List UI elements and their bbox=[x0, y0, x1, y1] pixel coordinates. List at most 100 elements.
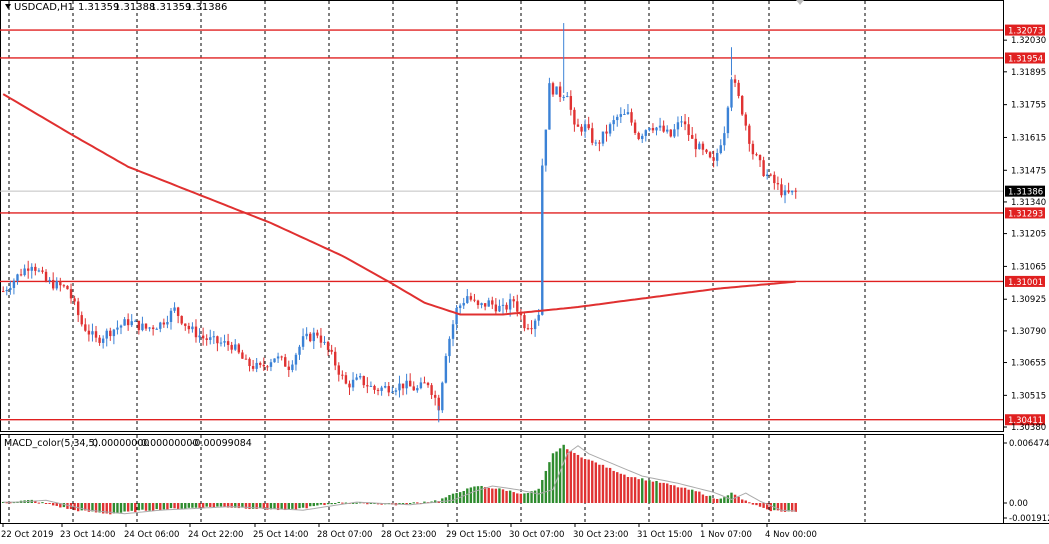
candle-body bbox=[708, 152, 712, 158]
candle-body bbox=[198, 335, 201, 338]
macd-bar bbox=[658, 482, 662, 503]
macd-bar bbox=[637, 479, 640, 503]
macd-bar bbox=[312, 503, 315, 507]
candle-body bbox=[651, 127, 655, 131]
level-price-tag bbox=[1005, 414, 1045, 426]
candle-body bbox=[326, 341, 330, 350]
level-price-label: 1.32073 bbox=[1008, 27, 1043, 37]
candle-body bbox=[351, 379, 355, 388]
candle-body bbox=[255, 362, 258, 369]
macd-bar bbox=[37, 502, 41, 504]
macd-bar bbox=[558, 448, 562, 503]
macd-bar bbox=[259, 503, 262, 508]
scroll-marker-icon[interactable] bbox=[796, 0, 804, 5]
macd-bar bbox=[155, 503, 158, 510]
macd-bar bbox=[641, 478, 644, 503]
macd-bar bbox=[398, 503, 401, 505]
level-price-label: 1.31293 bbox=[1008, 209, 1043, 219]
price-tick-label: 1.31205 bbox=[1011, 230, 1046, 240]
macd-bar bbox=[487, 487, 490, 503]
candle-body bbox=[12, 280, 16, 288]
candle-body bbox=[362, 376, 365, 386]
candle-body bbox=[430, 385, 433, 395]
candle-body bbox=[423, 382, 426, 384]
level-price-tag bbox=[1005, 275, 1045, 287]
candle-body bbox=[719, 145, 722, 154]
candle-body bbox=[558, 86, 562, 97]
macd-signal-line bbox=[3, 445, 796, 515]
candle-body bbox=[573, 109, 576, 125]
macd-bar bbox=[498, 488, 501, 503]
time-label: 24 Oct 06:00 bbox=[124, 530, 179, 540]
candle-body bbox=[87, 330, 91, 335]
moving-average-line bbox=[2, 93, 796, 316]
macd-bar bbox=[144, 503, 148, 511]
macd-bar bbox=[223, 503, 226, 507]
macd-bar bbox=[134, 503, 137, 513]
candle-body bbox=[348, 383, 351, 388]
candle-body bbox=[251, 366, 255, 369]
macd-bar bbox=[701, 494, 705, 503]
macd-bar bbox=[373, 503, 376, 504]
candle-body bbox=[662, 125, 665, 132]
candle-body bbox=[123, 319, 126, 326]
macd-bar bbox=[98, 503, 101, 513]
price-tick-label: 1.30790 bbox=[1011, 327, 1046, 337]
macd-bar bbox=[723, 497, 726, 503]
ohlc-open: 1.31359 bbox=[78, 2, 119, 13]
macd-bar bbox=[555, 451, 558, 503]
macd-bar bbox=[469, 487, 473, 503]
macd-bar bbox=[62, 503, 66, 508]
macd-bar bbox=[648, 480, 651, 503]
macd-bar bbox=[137, 503, 141, 511]
candle-body bbox=[383, 386, 387, 388]
candle-body bbox=[366, 385, 369, 387]
candle-body bbox=[526, 328, 530, 330]
candle-body bbox=[562, 96, 565, 98]
macd-bar bbox=[119, 503, 123, 513]
dropdown-arrow-icon[interactable] bbox=[5, 4, 11, 9]
candle-body bbox=[580, 126, 583, 132]
price-tick-label: 1.32030 bbox=[1011, 36, 1046, 46]
candle-body bbox=[462, 302, 465, 306]
candle-body bbox=[648, 127, 651, 131]
candle-body bbox=[576, 124, 580, 127]
macd-bar bbox=[51, 503, 55, 506]
macd-bar bbox=[748, 502, 751, 504]
candle-body bbox=[726, 107, 730, 134]
candle-body bbox=[494, 304, 498, 312]
time-label: 24 Oct 22:00 bbox=[188, 530, 243, 540]
level-price-label: 1.31001 bbox=[1008, 278, 1043, 288]
candle-body bbox=[223, 341, 226, 343]
candle-body bbox=[151, 327, 155, 330]
candle-body bbox=[566, 96, 569, 98]
candle-body bbox=[691, 135, 694, 139]
time-label: 31 Oct 15:00 bbox=[637, 530, 692, 540]
macd-bar bbox=[319, 503, 323, 505]
candles bbox=[2, 23, 797, 423]
macd-bar bbox=[316, 503, 319, 506]
macd-bar bbox=[266, 503, 269, 510]
macd-bar bbox=[787, 503, 790, 512]
candle-body bbox=[769, 174, 772, 176]
macd-bar bbox=[712, 498, 715, 503]
level-lines[interactable]: 1.32073 1.31954 1.31293 1.31001 1.30411 1.313… bbox=[0, 24, 1045, 427]
candle-body bbox=[626, 112, 630, 115]
macd-bar bbox=[480, 485, 483, 503]
candle-body bbox=[787, 190, 790, 193]
macd-bar bbox=[680, 487, 683, 503]
macd-bar bbox=[334, 503, 337, 504]
candle-body bbox=[419, 382, 423, 389]
macd-bar bbox=[234, 503, 237, 508]
candle-body bbox=[41, 270, 44, 272]
candle-body bbox=[569, 96, 573, 110]
macd-bar bbox=[323, 503, 326, 506]
candle-body bbox=[137, 320, 141, 331]
candle-body bbox=[608, 124, 612, 134]
candle-body bbox=[794, 190, 797, 192]
macd-bar bbox=[523, 493, 526, 503]
price-tick-label: 1.31065 bbox=[1011, 262, 1046, 272]
candle-body bbox=[451, 324, 455, 339]
